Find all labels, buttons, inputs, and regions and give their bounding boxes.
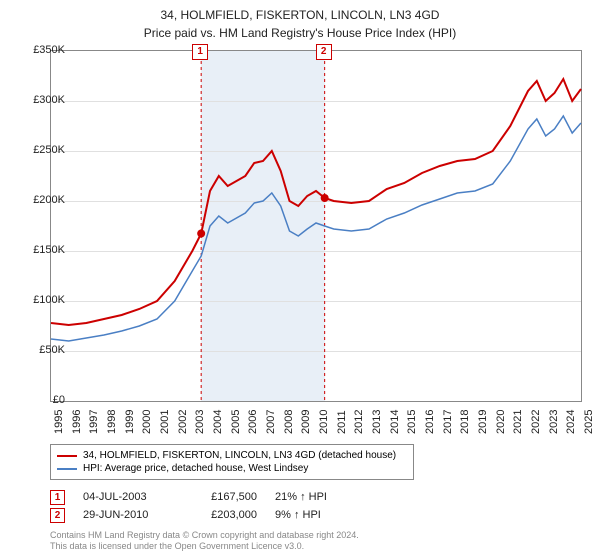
attribution-line1: Contains HM Land Registry data © Crown c… <box>50 530 359 541</box>
x-tick-label: 2010 <box>318 410 330 434</box>
x-tick-label: 1997 <box>88 410 100 434</box>
legend-swatch <box>57 455 77 457</box>
sale-diff: 9% ↑ HPI <box>275 509 365 521</box>
x-tick-label: 2011 <box>336 410 348 434</box>
chart-subtitle: Price paid vs. HM Land Registry's House … <box>0 24 600 40</box>
x-tick-label: 2017 <box>442 410 454 434</box>
x-tick-label: 2008 <box>283 410 295 434</box>
series-line <box>51 79 581 325</box>
x-tick-label: 2016 <box>424 410 436 434</box>
legend-label: HPI: Average price, detached house, West… <box>83 463 308 474</box>
legend-swatch <box>57 468 77 470</box>
x-tick-label: 2021 <box>512 410 524 434</box>
x-tick-label: 2019 <box>477 410 489 434</box>
chart-lines <box>51 51 581 401</box>
x-tick-label: 2002 <box>177 410 189 434</box>
x-tick-label: 2024 <box>565 410 577 434</box>
y-tick-label: £50K <box>39 344 65 356</box>
x-tick-label: 2004 <box>212 410 224 434</box>
event-marker-box: 1 <box>192 44 208 60</box>
attribution-text: Contains HM Land Registry data © Crown c… <box>50 530 359 553</box>
x-tick-label: 1999 <box>124 410 136 434</box>
x-tick-label: 2006 <box>247 410 259 434</box>
chart-legend: 34, HOLMFIELD, FISKERTON, LINCOLN, LN3 4… <box>50 444 414 480</box>
x-tick-label: 2000 <box>141 410 153 434</box>
sale-price: £203,000 <box>187 509 257 521</box>
y-tick-label: £300K <box>33 94 65 106</box>
x-tick-label: 2012 <box>353 410 365 434</box>
y-tick-label: £350K <box>33 44 65 56</box>
y-tick-label: £250K <box>33 144 65 156</box>
sale-index-box: 1 <box>50 490 65 505</box>
y-tick-label: £100K <box>33 294 65 306</box>
event-marker-box: 2 <box>316 44 332 60</box>
sale-price: £167,500 <box>187 491 257 503</box>
x-tick-label: 2009 <box>300 410 312 434</box>
x-tick-label: 2023 <box>548 410 560 434</box>
x-tick-label: 2015 <box>406 410 418 434</box>
legend-item: HPI: Average price, detached house, West… <box>57 462 407 475</box>
chart-title: 34, HOLMFIELD, FISKERTON, LINCOLN, LN3 4… <box>0 0 600 24</box>
x-tick-label: 2013 <box>371 410 383 434</box>
attribution-line2: This data is licensed under the Open Gov… <box>50 541 359 552</box>
legend-item: 34, HOLMFIELD, FISKERTON, LINCOLN, LN3 4… <box>57 449 407 462</box>
y-tick-label: £0 <box>53 394 65 406</box>
sale-date: 29-JUN-2010 <box>83 509 169 521</box>
sales-table: 1 04-JUL-2003 £167,500 21% ↑ HPI 2 29-JUN-201… <box>50 488 365 524</box>
x-tick-label: 2001 <box>159 410 171 434</box>
sale-index-box: 2 <box>50 508 65 523</box>
chart-plot-area <box>50 50 582 402</box>
y-tick-label: £150K <box>33 244 65 256</box>
x-tick-label: 2005 <box>230 410 242 434</box>
x-tick-label: 2020 <box>495 410 507 434</box>
x-tick-label: 2025 <box>583 410 595 434</box>
x-tick-label: 2003 <box>194 410 206 434</box>
x-tick-label: 2014 <box>389 410 401 434</box>
sale-point-dot <box>197 230 205 238</box>
legend-label: 34, HOLMFIELD, FISKERTON, LINCOLN, LN3 4… <box>83 450 396 461</box>
series-line <box>51 116 581 341</box>
x-tick-label: 1995 <box>53 410 65 434</box>
sale-row: 2 29-JUN-2010 £203,000 9% ↑ HPI <box>50 506 365 524</box>
x-tick-label: 2007 <box>265 410 277 434</box>
sale-row: 1 04-JUL-2003 £167,500 21% ↑ HPI <box>50 488 365 506</box>
y-tick-label: £200K <box>33 194 65 206</box>
x-tick-label: 2018 <box>459 410 471 434</box>
x-tick-label: 2022 <box>530 410 542 434</box>
sale-date: 04-JUL-2003 <box>83 491 169 503</box>
x-tick-label: 1996 <box>71 410 83 434</box>
sale-point-dot <box>321 194 329 202</box>
sale-diff: 21% ↑ HPI <box>275 491 365 503</box>
x-tick-label: 1998 <box>106 410 118 434</box>
